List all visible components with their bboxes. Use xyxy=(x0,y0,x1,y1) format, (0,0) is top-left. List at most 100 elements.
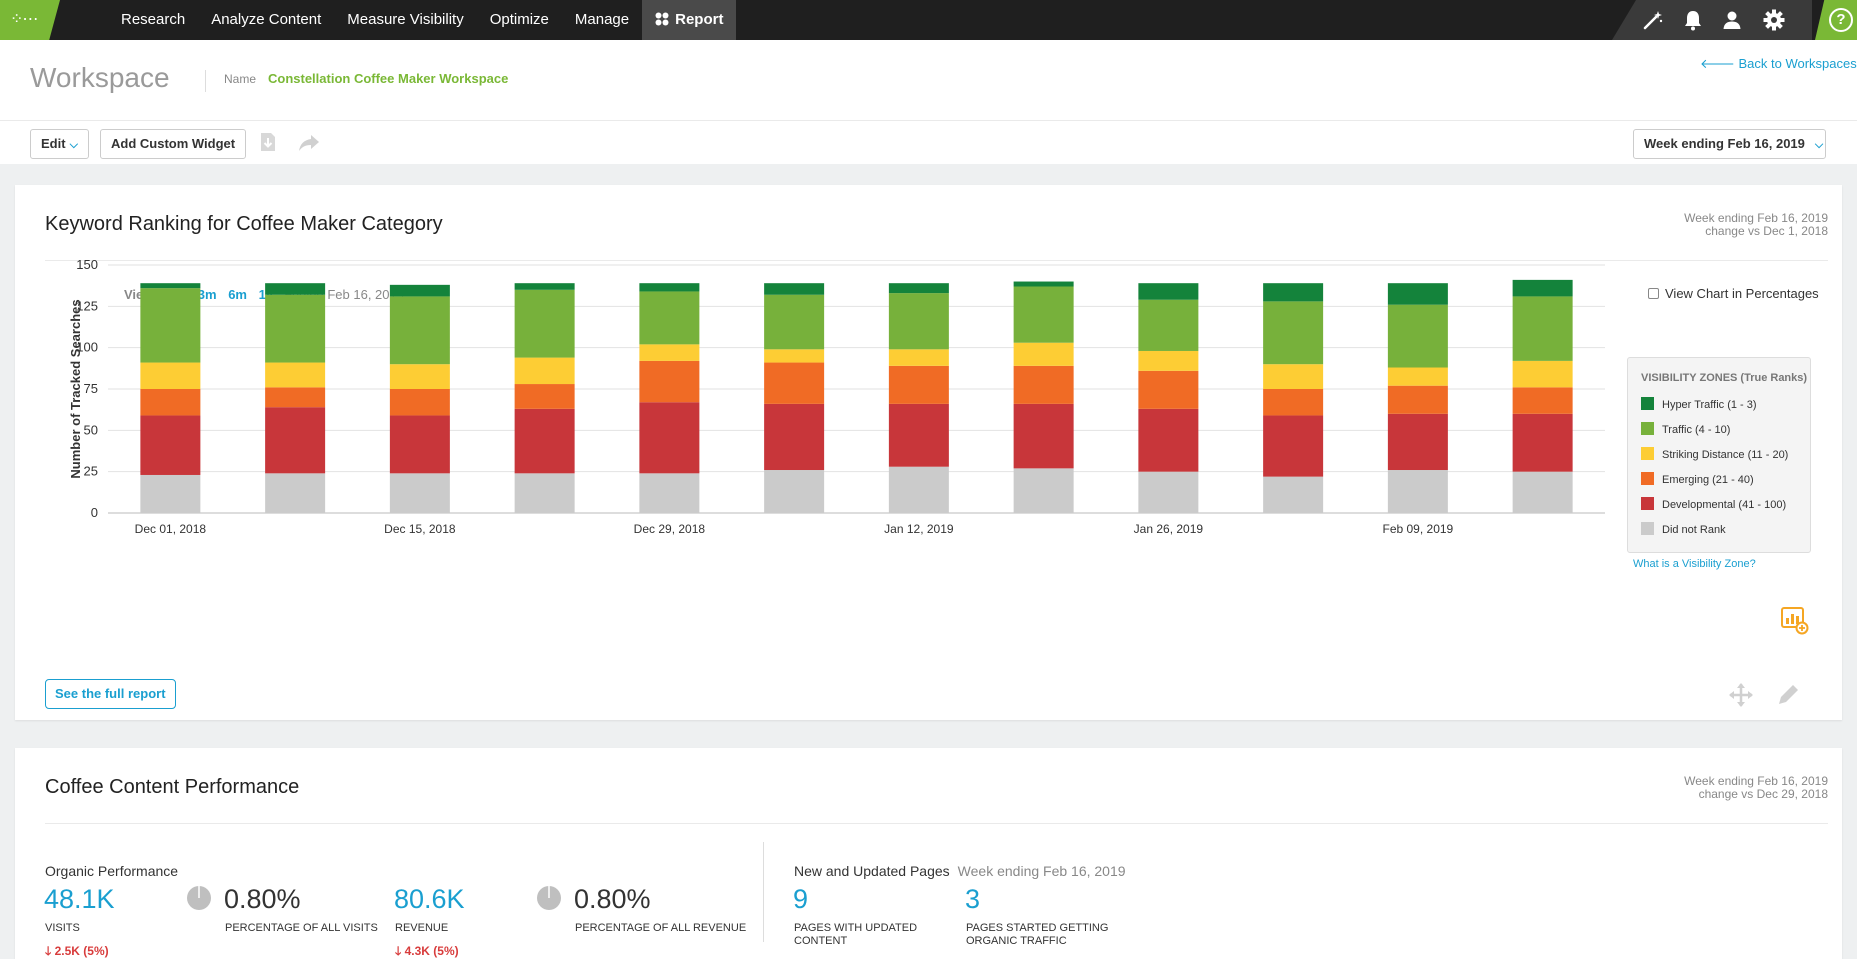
question-icon: ? xyxy=(1829,8,1853,32)
bar-segment-traffic xyxy=(1387,304,1448,368)
bar-segment-striking xyxy=(389,364,450,389)
user-icon[interactable] xyxy=(1720,8,1744,32)
bar-segment-traffic xyxy=(265,294,326,363)
bar-segment-striking xyxy=(265,362,326,388)
legend-swatch xyxy=(1641,497,1654,510)
x-tick-label: Dec 01, 2018 xyxy=(135,522,207,536)
add-custom-widget-button[interactable]: Add Custom Widget xyxy=(100,129,247,159)
visits-value: 48.1K xyxy=(44,884,115,914)
arrow-left-icon: 🡐 xyxy=(1700,56,1739,71)
chart-export-icon[interactable] xyxy=(1779,605,1809,635)
keyword-ranking-chart: 0 25 50 75 100 125 150 Number of Tracked Search… xyxy=(68,257,1605,536)
bar-segment-traffic xyxy=(514,289,575,358)
y-tick-label: 0 xyxy=(91,505,98,520)
week-selector-label: Week ending Feb 16, 2019 xyxy=(1644,136,1805,151)
visits-label: VISITS xyxy=(45,922,80,934)
divider xyxy=(205,70,206,92)
view-option-6m[interactable]: 6m xyxy=(228,287,247,302)
bar-segment-emerging xyxy=(764,362,825,404)
bar-segment-developmental xyxy=(639,402,700,474)
bar-segment-striking xyxy=(1263,364,1324,389)
bar-segment-traffic xyxy=(888,293,949,350)
started-traffic-label: PAGES STARTED GETTING ORGANIC TRAFFIC xyxy=(966,922,1109,947)
bar-segment-did-not-rank xyxy=(514,473,575,513)
pie-icon xyxy=(537,886,561,910)
y-tick-label: 100 xyxy=(76,340,98,355)
bar-segment-striking xyxy=(1512,360,1573,388)
visibility-zone-link[interactable]: What is a Visibility Zone? xyxy=(1633,558,1756,570)
pages-week-label: Week ending Feb 16, 2019 xyxy=(957,863,1126,879)
legend-developmental: Developmental (41 - 100) xyxy=(1641,497,1786,511)
gear-icon[interactable] xyxy=(1762,8,1786,32)
bar-segment-striking xyxy=(888,349,949,366)
checkbox[interactable] xyxy=(1648,288,1659,299)
bar-segment-hyper xyxy=(389,284,450,297)
logo[interactable]: ⁘⋯ xyxy=(0,0,60,40)
divider xyxy=(763,842,764,942)
pencil-icon[interactable] xyxy=(1775,682,1801,708)
nav-analyze-content[interactable]: Analyze Content xyxy=(211,11,322,28)
y-tick-label: 50 xyxy=(84,422,98,437)
bar-segment-hyper xyxy=(140,283,201,289)
organic-performance-label: Organic Performance xyxy=(45,863,179,879)
bar-segment-did-not-rank xyxy=(1138,471,1199,513)
bar-segment-emerging xyxy=(639,360,700,403)
help-button[interactable]: ? xyxy=(1815,0,1857,40)
bar-segment-striking xyxy=(764,349,825,363)
bell-icon[interactable] xyxy=(1681,8,1705,32)
visits-change: 🡓 2.5K (5%) xyxy=(45,942,109,959)
revenue-change-value: 4.3K (5%) xyxy=(404,944,459,958)
visits-percentage-label: PERCENTAGE OF ALL VISITS xyxy=(225,922,378,934)
arrow-down-icon: 🡓 xyxy=(45,944,52,958)
updated-pages-value: 9 xyxy=(793,884,809,914)
bar-segment-did-not-rank xyxy=(389,473,450,513)
legend-swatch xyxy=(1641,447,1654,460)
top-nav: ⁘⋯ Research Analyze Content Measure Visi… xyxy=(0,0,1857,40)
legend-hyper-traffic-label: Hyper Traffic (1 - 3) xyxy=(1662,399,1757,411)
bar-segment-striking xyxy=(1013,342,1074,366)
legend-swatch xyxy=(1641,472,1654,485)
week-selector[interactable]: Week ending Feb 16, 2019 ⌵ xyxy=(1633,129,1826,159)
legend-swatch xyxy=(1641,397,1654,410)
y-tick-label: 25 xyxy=(84,464,98,479)
bar-segment-did-not-rank xyxy=(1512,471,1573,513)
bar-segment-traffic xyxy=(140,288,201,363)
legend-traffic: Traffic (4 - 10) xyxy=(1641,422,1730,436)
nav-measure-visibility[interactable]: Measure Visibility xyxy=(347,11,464,28)
bar-segment-traffic xyxy=(1512,296,1573,361)
percentages-toggle[interactable]: View Chart in Percentages xyxy=(1648,286,1819,301)
bar-segment-emerging xyxy=(1013,365,1074,404)
magic-wand-icon[interactable] xyxy=(1641,8,1665,32)
view-option-3m[interactable]: 3m xyxy=(197,287,217,302)
bar-segment-developmental xyxy=(764,403,825,471)
meta-change: change vs Dec 1, 2018 xyxy=(1705,224,1828,238)
back-to-workspaces-link[interactable]: 🡐 Back to Workspaces xyxy=(1700,56,1857,72)
arrow-down-icon: 🡓 xyxy=(395,944,402,958)
see-full-report-button[interactable]: See the full report xyxy=(45,679,176,709)
content-performance-widget: Coffee Content Performance Week ending F… xyxy=(15,748,1842,959)
bar-segment-emerging xyxy=(1387,385,1448,414)
bar-segment-traffic xyxy=(764,294,825,350)
bar-segment-hyper xyxy=(1138,283,1199,300)
legend-hyper-traffic: Hyper Traffic (1 - 3) xyxy=(1641,397,1757,411)
download-file-icon[interactable] xyxy=(257,131,279,153)
started-traffic-value: 3 xyxy=(965,884,981,914)
bar-segment-hyper xyxy=(764,283,825,295)
meta-week: Week ending Feb 16, 2019 xyxy=(1684,774,1828,788)
nav-manage[interactable]: Manage xyxy=(574,11,630,28)
share-icon[interactable] xyxy=(298,131,320,153)
chevron-down-icon: ⌵ xyxy=(1814,139,1824,151)
revenue-value: 80.6K xyxy=(394,884,465,914)
toolbar: Edit ⌵ Add Custom Widget Week ending Feb … xyxy=(0,120,1857,164)
bar-segment-emerging xyxy=(1138,370,1199,409)
workspace-header: Workspace Name Constellation Coffee Make… xyxy=(0,40,1857,120)
pages-label: New and Updated Pages xyxy=(794,863,950,879)
bar-segment-developmental xyxy=(1013,403,1074,469)
nav-optimize[interactable]: Optimize xyxy=(489,11,549,28)
bar-segment-did-not-rank xyxy=(1387,470,1448,513)
nav-research[interactable]: Research xyxy=(121,11,186,28)
move-icon[interactable] xyxy=(1728,682,1754,708)
nav-report[interactable]: Report xyxy=(642,0,737,40)
back-link-label: Back to Workspaces xyxy=(1738,56,1857,71)
edit-button[interactable]: Edit ⌵ xyxy=(30,129,89,159)
